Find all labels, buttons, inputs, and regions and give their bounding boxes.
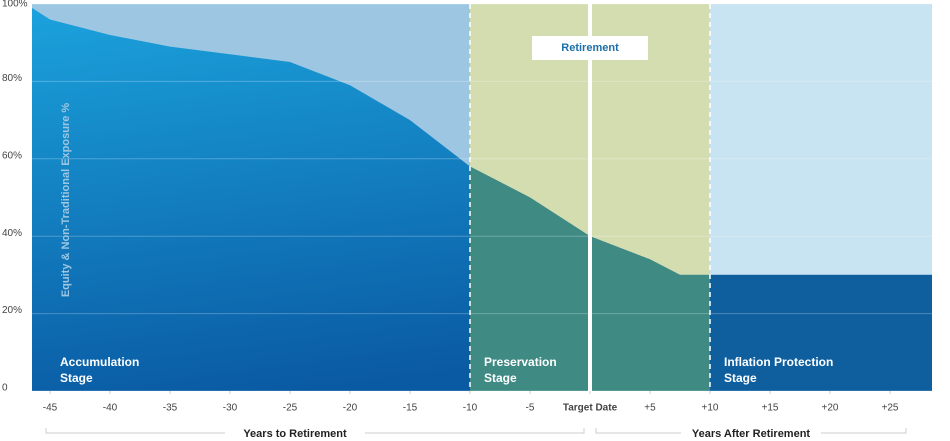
x-tick-label: -20	[343, 403, 358, 414]
x-tick-label: -10	[463, 403, 478, 414]
x-tick-label: -30	[223, 403, 238, 414]
y-tick-label: 60%	[2, 150, 22, 161]
y-tick-label: 40%	[2, 228, 22, 239]
x-tick-label: -15	[403, 403, 418, 414]
y-tick-label: 100%	[2, 0, 28, 10]
stage-label: Stage	[484, 371, 517, 385]
x-tick-label: -25	[283, 403, 298, 414]
group-label-bg	[225, 426, 365, 440]
y-tick-label: 0	[2, 383, 8, 394]
stage-label: Stage	[60, 371, 93, 385]
x-tick-label: -35	[163, 403, 178, 414]
x-tick-label: +10	[702, 403, 719, 414]
retirement-box	[532, 36, 648, 60]
x-tick-label: +25	[882, 403, 899, 414]
stage-label: Stage	[724, 371, 757, 385]
y-tick-label: 80%	[2, 73, 22, 84]
x-tick-label: +15	[762, 403, 779, 414]
x-tick-label: -40	[103, 403, 118, 414]
x-tick-label: +20	[822, 403, 839, 414]
x-tick-label: Target Date	[563, 403, 618, 414]
group-label: Years After Retirement	[692, 428, 811, 440]
group-label: Years to Retirement	[243, 428, 347, 440]
y-tick-label: 20%	[2, 305, 22, 316]
group-label-bg	[681, 426, 821, 440]
x-tick-label: -5	[526, 403, 535, 414]
stage-label: Inflation Protection	[724, 355, 833, 369]
stage-label: Accumulation	[60, 355, 139, 369]
stage-label: Preservation	[484, 355, 557, 369]
y-axis-label: Equity & Non-Traditional Exposure %	[60, 103, 72, 298]
x-tick-label: -45	[43, 403, 58, 414]
retirement-label: Retirement	[561, 42, 619, 54]
x-tick-label: +5	[644, 403, 656, 414]
